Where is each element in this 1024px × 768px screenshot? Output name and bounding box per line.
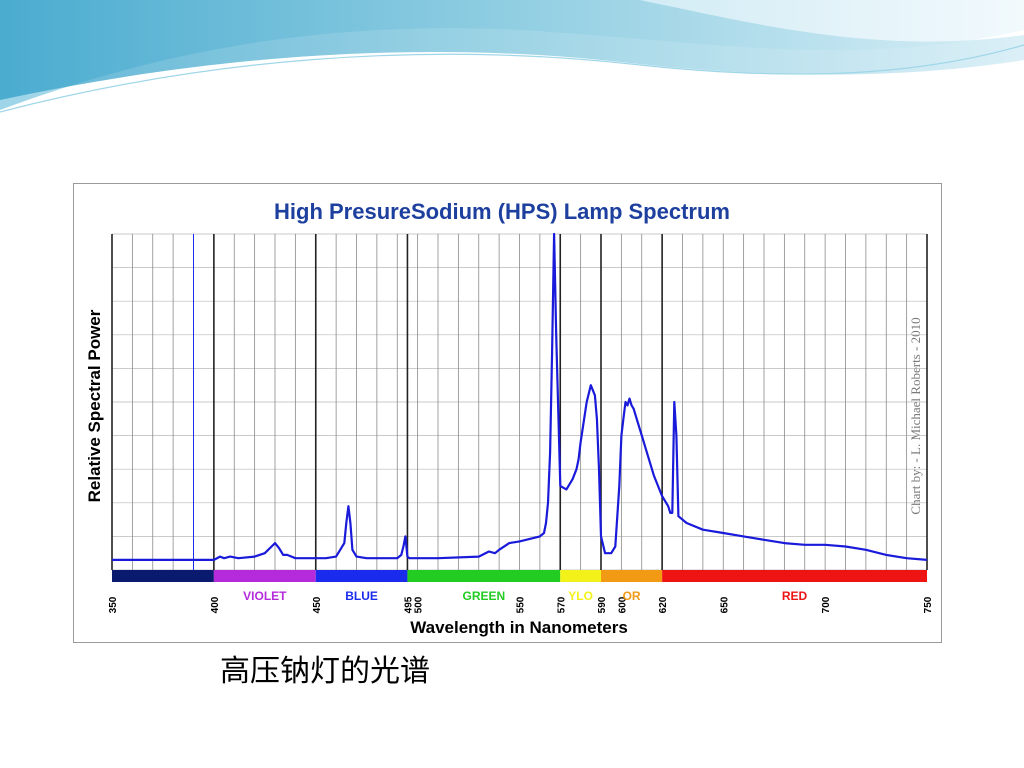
x-tick-label: 495 xyxy=(403,596,414,613)
x-tick-label: 600 xyxy=(617,596,628,613)
chart-title: High PresureSodium (HPS) Lamp Spectrum xyxy=(274,199,730,224)
band-label-ylo: YLO xyxy=(568,589,593,603)
spectrum-curve xyxy=(112,232,928,561)
x-tick-label: 700 xyxy=(821,596,832,613)
spectrum-chart: High PresureSodium (HPS) Lamp Spectrum R… xyxy=(73,183,942,643)
band-blue xyxy=(315,570,408,582)
band-label-red: RED xyxy=(782,589,808,603)
x-tick-labels: 350 400 450 495 500 550 570 590 600 620 650 700 750 xyxy=(108,596,934,613)
chart-canvas: High PresureSodium (HPS) Lamp Spectrum R… xyxy=(85,199,934,637)
x-tick-label: 450 xyxy=(312,596,323,613)
series-layer xyxy=(112,232,928,561)
y-axis-label: Relative Spectral Power xyxy=(85,309,104,502)
banner-wave-line xyxy=(0,44,1024,113)
band-label-blue: BLUE xyxy=(345,589,378,603)
band-label-or: OR xyxy=(623,589,641,603)
band-labels: VIOLET BLUE GREEN YLO OR RED xyxy=(243,589,807,603)
band-label-violet: VIOLET xyxy=(243,589,287,603)
x-axis-label: Wavelength in Nanometers xyxy=(410,618,628,637)
chart-credit: Chart by: - L. Michael Roberts - 2010 xyxy=(908,317,923,514)
band-red xyxy=(662,570,927,582)
x-tick-label: 750 xyxy=(923,596,934,613)
x-tick-label: 400 xyxy=(210,596,221,613)
x-tick-label: 500 xyxy=(414,596,425,613)
band-violet xyxy=(213,570,316,582)
banner-wave-front xyxy=(0,0,1024,100)
header-wave-banner xyxy=(0,0,1024,113)
x-tick-label: 550 xyxy=(516,596,527,613)
x-tick-label: 620 xyxy=(658,596,669,613)
band-uv xyxy=(112,570,214,582)
x-tick-label: 570 xyxy=(556,596,567,613)
slide-caption: 高压钠灯的光谱 xyxy=(220,654,430,689)
band-label-green: GREEN xyxy=(463,589,506,603)
band-or xyxy=(601,570,663,582)
band-ylo xyxy=(560,570,601,582)
grid xyxy=(111,233,928,571)
band-green xyxy=(407,570,561,582)
color-band-strip xyxy=(112,570,927,582)
x-tick-label: 590 xyxy=(597,596,608,613)
x-tick-label: 650 xyxy=(719,596,730,613)
x-tick-label: 350 xyxy=(108,596,119,613)
